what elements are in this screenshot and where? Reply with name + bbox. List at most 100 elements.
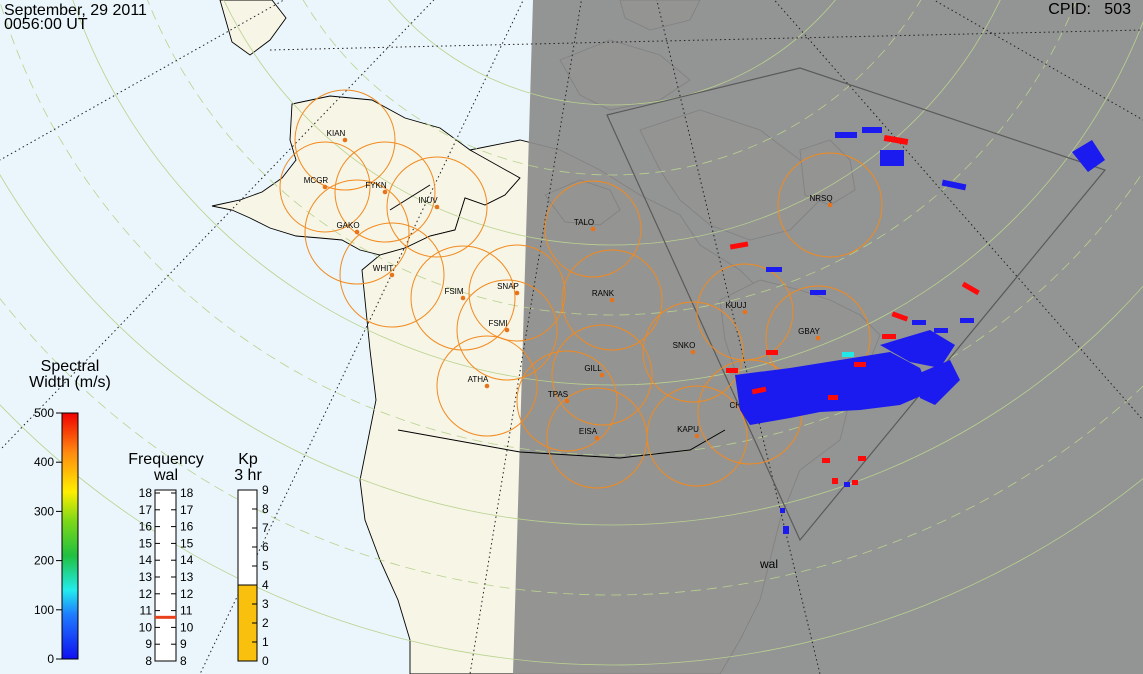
echo-cell: [883, 134, 909, 146]
spectral-width-colorbar: 500 400 300 200 100 0: [34, 406, 79, 666]
fov-circle-fsmi: [456, 279, 558, 381]
station-label-mcgr: MCGR: [304, 176, 329, 185]
echo-cell: [842, 352, 854, 357]
colorbar-ticks: 500 400 300 200 100 0: [34, 406, 62, 666]
radar-echoes: [726, 127, 1105, 534]
echo-cell: [810, 290, 826, 295]
station-dot-gill: [599, 372, 605, 378]
frequency-tick-label-right: 8: [180, 654, 187, 668]
station-label-fsim: FSIM: [444, 287, 463, 296]
frequency-tick-label-right: 17: [180, 503, 194, 517]
frequency-marker: [155, 615, 176, 619]
echo-cell: [961, 281, 980, 296]
station-label-kapu: KAPU: [677, 425, 699, 434]
echo-cell: [941, 179, 967, 191]
echo-cell: [726, 368, 738, 373]
colorbar-tick-label: 500: [34, 406, 54, 420]
station-dot-kian: [342, 137, 348, 143]
colorbar-tick-label: 400: [34, 455, 54, 469]
station-dot-gbay: [815, 335, 821, 341]
frequency-tick-label-left: 17: [139, 503, 153, 517]
plot-date: September, 29 2011: [4, 2, 147, 19]
frequency-tick-label-right: 18: [180, 486, 194, 500]
frequency-tick-label-left: 13: [139, 570, 153, 584]
frequency-tick-label-right: 13: [180, 570, 194, 584]
echo-cell: [912, 320, 926, 325]
fov-circle-rank: [561, 249, 663, 351]
station-label-whit: WHIT: [373, 264, 394, 273]
frequency-title-radar: wal: [153, 467, 178, 484]
spectral-width-title: Spectral Width (m/s): [20, 359, 120, 391]
cpid-label: CPID:: [1048, 1, 1091, 18]
fov-circle-fsim: [410, 245, 516, 351]
colorbar-tick-label: 300: [34, 504, 54, 518]
station-dot-whit: [389, 272, 395, 278]
cpid-readout: CPID: 503: [1048, 2, 1131, 18]
spectral-width-title-line2: Width (m/s): [29, 374, 111, 391]
echo-cell: [766, 350, 778, 355]
station-dot-snko: [690, 349, 696, 355]
frequency-tick-label-right: 9: [180, 637, 187, 651]
kp-title-sub: 3 hr: [234, 467, 262, 484]
echo-patch-e: [915, 360, 960, 405]
station-label-fsmi: FSMI: [488, 319, 507, 328]
station-label-gill: GILL: [584, 364, 602, 373]
fov-circle-inuv: [386, 156, 488, 258]
colorbar-gradient: [61, 412, 79, 660]
station-dot-kapu: [694, 433, 700, 439]
kp-tick-label: 1: [262, 635, 269, 649]
echo-cell: [882, 334, 896, 339]
echo-cell: [828, 395, 838, 400]
echo-cell: [934, 328, 948, 333]
station-dot-nrsq: [827, 202, 833, 208]
station-label-kian: KIAN: [327, 129, 346, 138]
echo-cell: [960, 318, 974, 323]
wal-field-of-view: [606, 67, 1107, 542]
greenland-land: [219, 0, 287, 56]
frequency-tick-label-left: 16: [139, 520, 153, 534]
station-dot-atha: [484, 383, 490, 389]
fov-circle-snap: [468, 244, 566, 342]
station-dot-gako: [354, 229, 360, 235]
kp-ticks: 9 8 7 6 5 4 3 2 1 0: [252, 483, 269, 668]
station-label-gako: GAKO: [336, 221, 359, 230]
echo-cell: [822, 458, 830, 463]
frequency-tick-label-left: 10: [139, 620, 153, 634]
frequency-ticks: 18 18 17 17 16 16 15 15 14 14 13 13 12 12 11 11 10 10 9 9 8 8: [139, 486, 194, 668]
cpid-value: 503: [1104, 1, 1131, 18]
station-dot-rank: [609, 297, 615, 303]
fov-circle-snko: [642, 301, 744, 403]
station-label-talo: TALO: [574, 218, 594, 227]
station-dot-talo: [590, 226, 596, 232]
station-label-kuuj: KUUJ: [726, 301, 747, 310]
kp-tick-label: 5: [262, 559, 269, 573]
station-label-nrsq: NRSQ: [809, 194, 832, 203]
echo-cell: [854, 362, 866, 367]
fov-circle-whit: [339, 222, 445, 328]
station-label-atha: ATHA: [468, 375, 489, 384]
station-dot-eisa: [594, 435, 600, 441]
frequency-tick-label-right: 15: [180, 536, 194, 550]
station-fov-circles: [279, 89, 883, 489]
fov-circle-mcgr: [279, 141, 371, 233]
frequency-tick-label-right: 10: [180, 620, 194, 634]
fov-circle-atha: [436, 335, 538, 437]
fov-circle-talo: [544, 180, 642, 278]
fov-circle-gill: [551, 324, 653, 426]
kp-tick-label: 3: [262, 597, 269, 611]
frequency-tick-label-left: 15: [139, 536, 153, 550]
station-dot-mcgr: [322, 184, 328, 190]
echo-cell: [835, 132, 857, 138]
echo-cell: [852, 480, 858, 485]
frequency-tick-label-left: 8: [145, 654, 152, 668]
frequency-tick-label-left: 11: [140, 604, 153, 618]
kp-tick-label: 6: [262, 540, 269, 554]
station-label-tpas: TPAS: [548, 390, 568, 399]
echo-cell: [862, 127, 882, 133]
echo-cell: [891, 311, 909, 322]
echo-cell: [780, 508, 785, 513]
fov-circle-gako: [304, 179, 410, 285]
